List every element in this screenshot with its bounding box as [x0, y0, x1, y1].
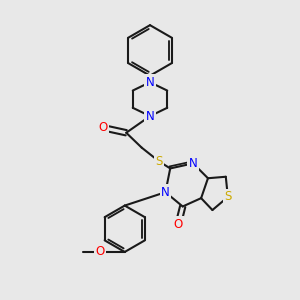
Text: N: N	[146, 110, 154, 123]
Text: S: S	[155, 155, 163, 168]
Text: S: S	[224, 190, 232, 203]
Text: N: N	[146, 76, 154, 89]
Text: N: N	[189, 157, 197, 170]
Text: O: O	[96, 245, 105, 258]
Text: O: O	[174, 218, 183, 231]
Text: O: O	[98, 121, 108, 134]
Text: N: N	[161, 186, 170, 199]
